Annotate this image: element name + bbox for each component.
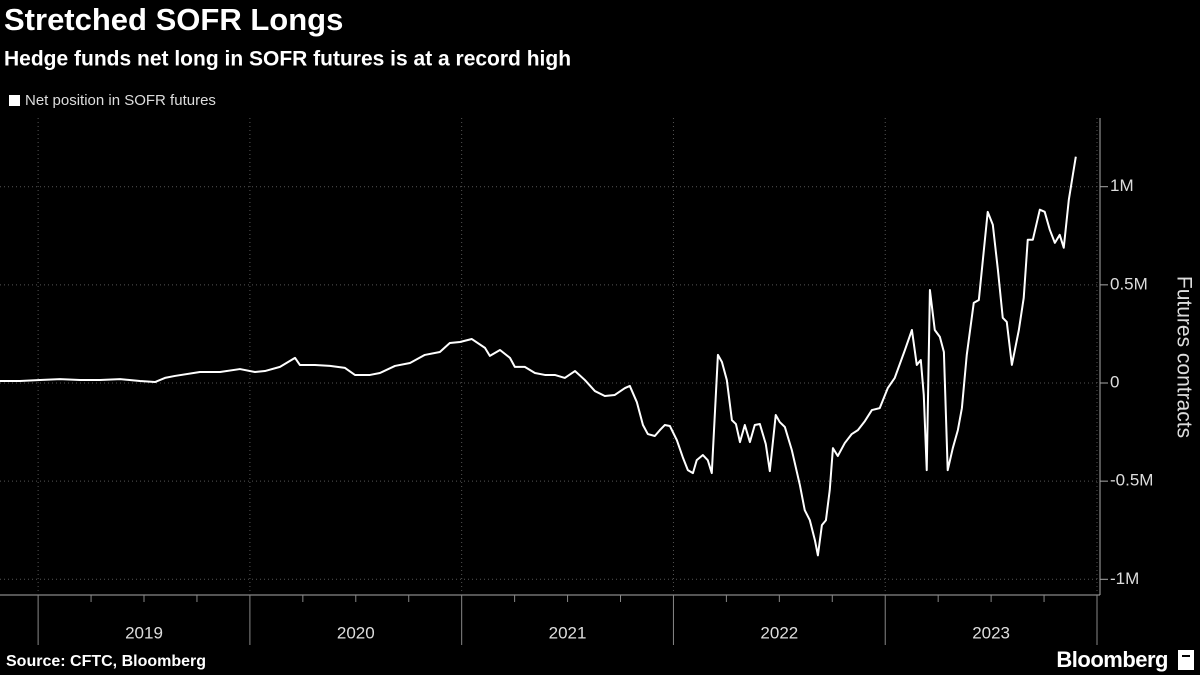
y-tick-label: 1M (1110, 176, 1134, 195)
x-tick-label: 2021 (549, 623, 587, 642)
y-tick-label: 0 (1110, 372, 1119, 391)
brand-icon (1178, 650, 1194, 670)
x-tick-label: 2019 (125, 623, 163, 642)
legend-swatch (9, 95, 20, 106)
y-axis-title: Futures contracts (1172, 276, 1195, 438)
y-tick-label: -1M (1110, 569, 1139, 588)
x-tick-label: 2023 (972, 623, 1010, 642)
brand-icon-line (1182, 655, 1190, 657)
series-line (0, 156, 1077, 557)
chart-subtitle: Hedge funds net long in SOFR futures is … (4, 48, 571, 71)
y-tick-label: 0.5M (1110, 274, 1148, 293)
x-tick-label: 2022 (760, 623, 798, 642)
y-tick-label: -0.5M (1110, 471, 1153, 490)
brand: Bloomberg (1056, 647, 1168, 672)
x-tick-label: 2020 (337, 623, 375, 642)
source: Source: CFTC, Bloomberg (6, 653, 206, 670)
legend-label: Net position in SOFR futures (25, 92, 216, 109)
chart-title: Stretched SOFR Longs (4, 2, 343, 37)
